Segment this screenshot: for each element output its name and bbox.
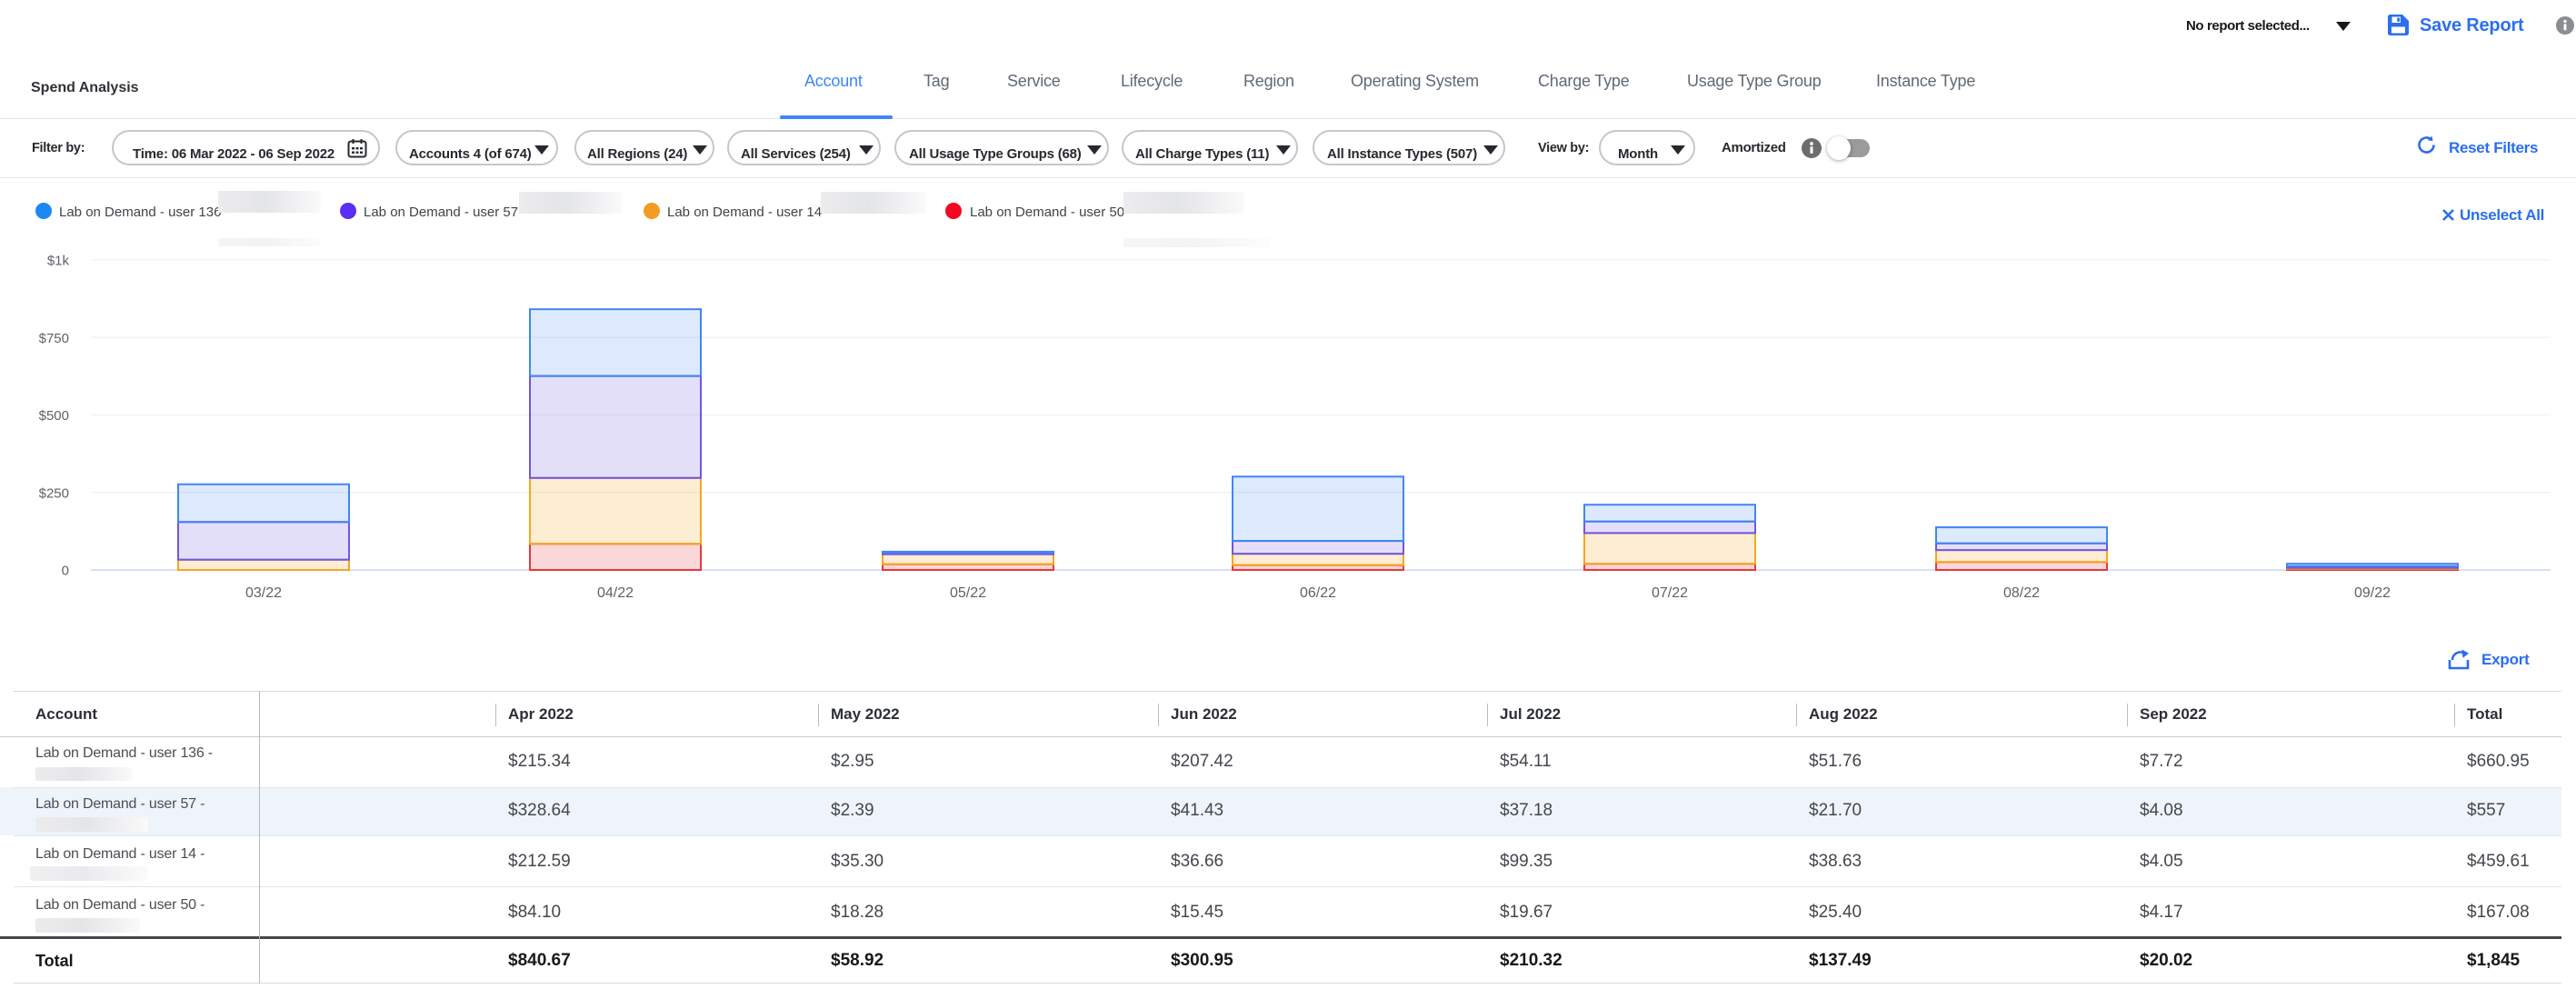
svg-text:07/22: 07/22 <box>1652 585 1688 601</box>
svg-text:04/22: 04/22 <box>597 585 634 601</box>
svg-text:08/22: 08/22 <box>2003 585 2040 601</box>
svg-text:$1k: $1k <box>47 254 70 269</box>
svg-text:$750: $750 <box>39 331 69 346</box>
svg-text:03/22: 03/22 <box>245 585 282 601</box>
svg-text:$500: $500 <box>39 408 69 424</box>
svg-text:09/22: 09/22 <box>2354 585 2391 601</box>
svg-text:$250: $250 <box>39 485 69 501</box>
svg-text:05/22: 05/22 <box>950 585 986 601</box>
svg-text:0: 0 <box>62 564 69 579</box>
svg-text:06/22: 06/22 <box>1300 585 1336 601</box>
